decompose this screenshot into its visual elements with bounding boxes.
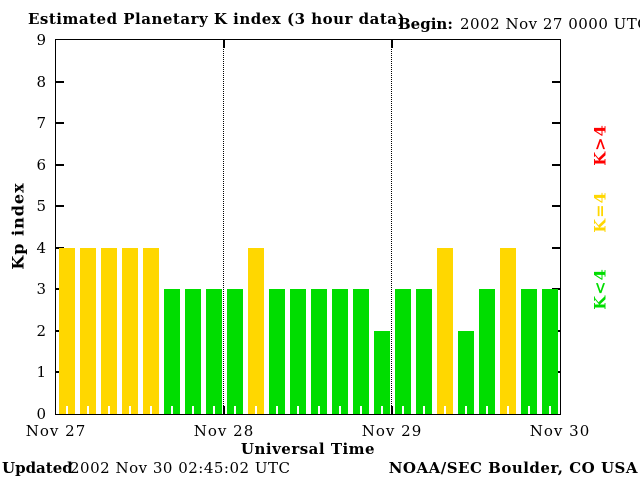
x-tick-label: Nov 29 <box>361 422 423 440</box>
kp-bar <box>479 289 495 414</box>
legend-label-high: K>4 <box>590 124 610 166</box>
kp-bar <box>458 331 474 414</box>
kp-bar <box>353 289 369 414</box>
kp-bar <box>101 248 117 414</box>
bar-base-tick <box>318 406 320 414</box>
bar-base-tick <box>444 406 446 414</box>
x-tick-label: Nov 27 <box>25 422 87 440</box>
y-tick-label: 5 <box>36 197 46 216</box>
kp-bar <box>143 248 159 414</box>
kp-bar <box>416 289 432 414</box>
bar-base-tick <box>423 406 425 414</box>
y-tick-left <box>56 81 64 83</box>
kp-bar <box>164 289 180 414</box>
y-tick-label: 7 <box>36 114 46 133</box>
day-gridline <box>391 40 392 414</box>
y-tick-left <box>56 164 64 166</box>
day-gridline <box>223 40 224 414</box>
kp-bar <box>500 248 516 414</box>
y-tick-left <box>56 205 64 207</box>
y-tick-label: 3 <box>36 280 46 299</box>
x-tick-label: Nov 30 <box>529 422 591 440</box>
bar-base-tick <box>507 406 509 414</box>
bar-base-tick <box>192 406 194 414</box>
bar-base-tick <box>150 406 152 414</box>
kp-bar <box>311 289 327 414</box>
kp-bar <box>122 248 138 414</box>
y-tick-label: 6 <box>36 155 46 174</box>
updated-label: Updated <box>2 459 73 477</box>
source-credit: NOAA/SEC Boulder, CO USA <box>388 459 638 477</box>
begin-label: Begin: <box>398 15 453 33</box>
bar-base-tick <box>297 406 299 414</box>
bar-base-tick <box>381 406 383 414</box>
bar-base-tick <box>129 406 131 414</box>
bar-base-tick <box>234 406 236 414</box>
kp-bar <box>395 289 411 414</box>
day-tick-top <box>391 40 393 48</box>
kp-bar <box>248 248 264 414</box>
kp-bar <box>374 331 390 414</box>
y-tick-label: 9 <box>36 31 46 49</box>
bar-base-tick <box>213 406 215 414</box>
y-tick-right <box>552 164 560 166</box>
bar-base-tick <box>108 406 110 414</box>
legend-label-low: K<4 <box>590 268 610 310</box>
y-tick-label: 8 <box>36 72 46 91</box>
y-tick-right <box>552 122 560 124</box>
y-tick-label: 4 <box>36 238 46 257</box>
bar-base-tick <box>549 406 551 414</box>
bar-base-tick <box>87 406 89 414</box>
kp-bar <box>206 289 222 414</box>
kp-bar <box>332 289 348 414</box>
kp-bar <box>542 289 558 414</box>
kp-bar <box>80 248 96 414</box>
kp-bar <box>521 289 537 414</box>
updated-value: 2002 Nov 30 02:45:02 UTC <box>70 459 291 477</box>
y-tick-right <box>552 205 560 207</box>
bar-base-tick <box>171 406 173 414</box>
bar-base-tick <box>339 406 341 414</box>
kp-bar <box>185 289 201 414</box>
kp-bar <box>59 248 75 414</box>
x-tick-label: Nov 28 <box>193 422 255 440</box>
bar-base-tick <box>465 406 467 414</box>
bar-base-tick <box>486 406 488 414</box>
bar-base-tick <box>255 406 257 414</box>
x-axis-title: Universal Time <box>240 440 376 458</box>
begin-value: 2002 Nov 27 0000 UTC <box>460 15 640 33</box>
legend-label-mid: K=4 <box>590 191 610 233</box>
kp-bar <box>227 289 243 414</box>
chart-title: Estimated Planetary K index (3 hour data… <box>28 10 406 28</box>
y-tick-label: 2 <box>36 321 46 340</box>
y-tick-left <box>56 122 64 124</box>
kp-bar <box>269 289 285 414</box>
day-tick-bottom <box>223 406 225 414</box>
bar-base-tick <box>360 406 362 414</box>
y-tick-label: 0 <box>36 405 46 423</box>
y-tick-right <box>552 81 560 83</box>
y-axis-title: Kp index <box>8 182 28 270</box>
kp-bar <box>290 289 306 414</box>
day-tick-top <box>223 40 225 48</box>
day-tick-bottom <box>391 406 393 414</box>
bar-base-tick <box>402 406 404 414</box>
bar-base-tick <box>66 406 68 414</box>
bar-base-tick <box>276 406 278 414</box>
plot-area <box>55 39 561 415</box>
y-tick-label: 1 <box>36 363 46 382</box>
y-tick-right <box>552 247 560 249</box>
bar-base-tick <box>528 406 530 414</box>
kp-bar <box>437 248 453 414</box>
